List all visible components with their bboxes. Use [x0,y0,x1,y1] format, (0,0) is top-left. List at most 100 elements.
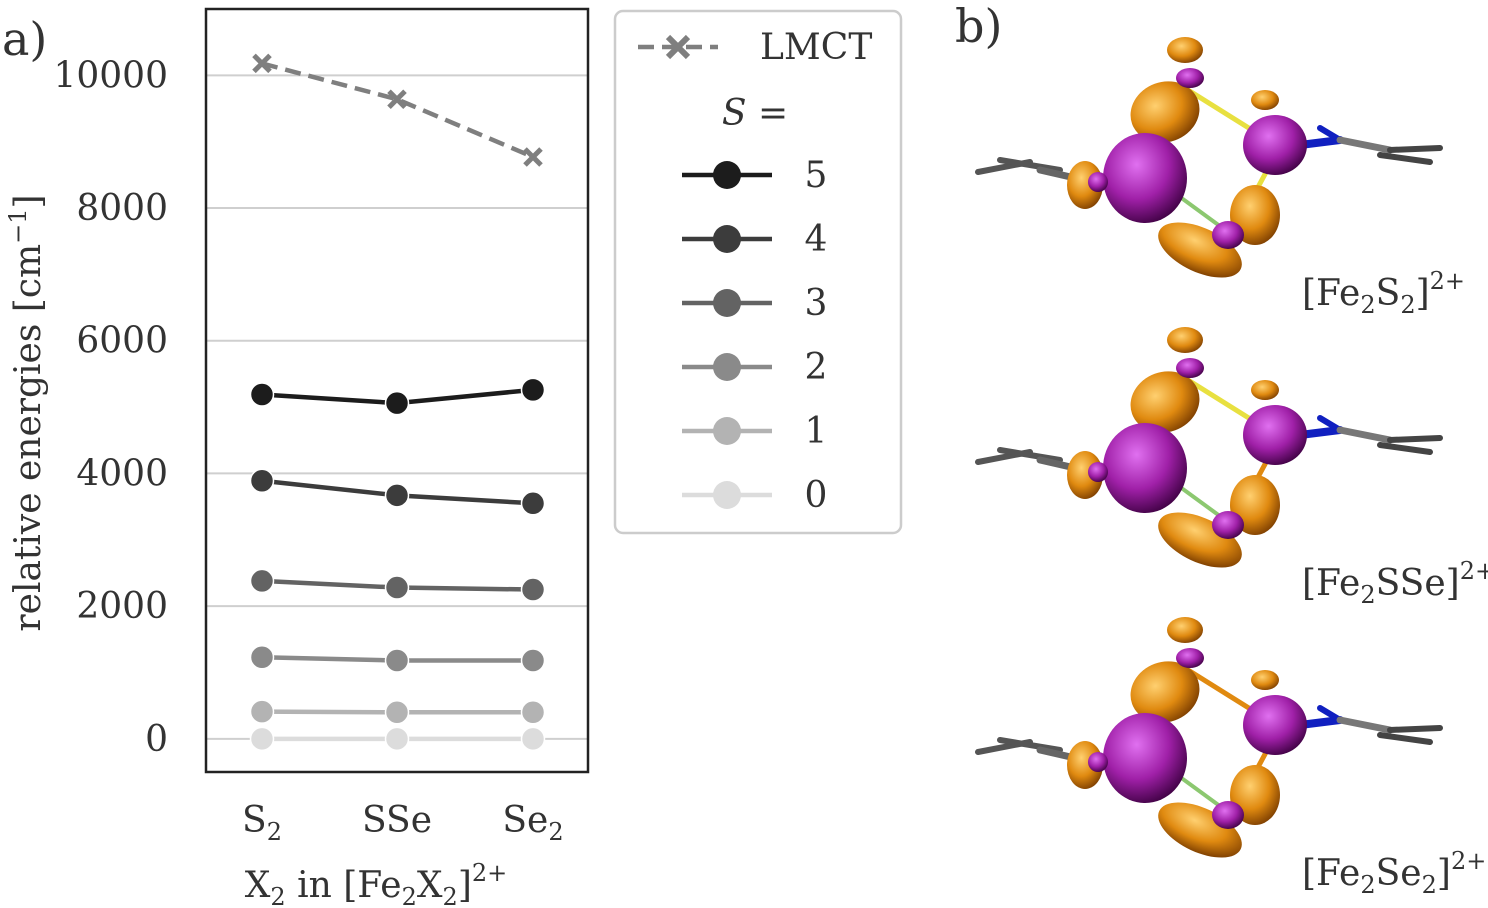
legend-label: 3 [805,283,828,324]
y-tick-label: 4000 [76,453,168,494]
molecule-rendering [975,37,1443,278]
data-point [523,147,543,167]
orbital-lobe [1176,68,1204,88]
y-tick-label: 8000 [76,188,168,229]
orbital-lobe [1103,713,1187,803]
orbital-lobe [1167,37,1203,63]
legend-marker [665,34,691,60]
legend-label: 2 [805,347,828,388]
series-4 [249,468,546,516]
data-point [520,577,546,602]
legend-item: 5 [682,155,827,196]
data-point [249,468,275,493]
legend-label: 1 [805,411,828,452]
orbital-lobe [1176,648,1204,668]
y-tick-label: 2000 [76,586,168,627]
data-point [384,575,410,600]
data-point [384,483,410,508]
panel-label-b: b) [955,0,1002,53]
molecule-panel [975,37,1443,858]
molecule-labels: [Fe2S2]2+ [Fe2SSe]2+ [Fe2Se2]2+ [1302,267,1488,899]
bond-stick [1387,435,1443,443]
orbital-lobe [1130,371,1200,433]
molecule-rendering [975,617,1443,858]
x-tick-label: S2 [242,800,282,846]
orbital-lobe [1243,115,1307,175]
orbital-lobe [1103,423,1187,513]
orbital-lobe [1130,81,1200,143]
legend-label: 4 [805,219,828,260]
orbital-lobe [1251,670,1279,690]
legend-subtitle: S = [722,93,788,134]
data-point [249,644,275,670]
orbital-lobe [1212,801,1244,829]
orbital-lobe [1243,695,1307,755]
series-0 [249,726,546,752]
data-point [249,699,275,724]
series-line [261,61,534,160]
bond-stick [1387,145,1443,153]
data-point [384,726,410,752]
legend-item: 2 [682,347,827,388]
bond-stick [1387,725,1443,733]
data-point [520,377,546,403]
orbital-lobe [1158,512,1242,568]
data-point [249,726,275,752]
plot-frame [204,7,590,774]
orbital-lobe [1243,405,1307,465]
bond-stick [997,157,1063,173]
series-1 [249,699,546,725]
orbital-lobe [1251,380,1279,400]
y-tick-label: 10000 [53,55,168,96]
legend-item: 4 [682,219,827,260]
orbital-lobe [1251,90,1279,110]
legend-item: LMCT [638,27,872,68]
data-point [520,726,546,752]
panel-label-a: a) [2,12,47,66]
orbital-lobe [1176,358,1204,378]
orbital-lobe [1212,221,1244,249]
x-tick-label: SSe [362,800,432,841]
legend-marker [713,481,741,509]
molecule-rendering [975,327,1443,568]
legend-marker [713,225,741,253]
series-layer [249,53,546,752]
orbital-lobe [1088,172,1108,192]
orbital-lobe [1212,511,1244,539]
legend-item: 3 [682,283,827,324]
legend-marker [713,289,741,317]
legend-item: 1 [682,411,827,452]
bond-stick [1336,136,1394,154]
data-point [520,648,546,673]
bond-stick [1377,152,1433,165]
legend-frame [613,9,903,535]
legend: LMCT 5 4 3 2 1 0 S = [613,9,903,535]
data-point [252,53,272,74]
molecule-label: [Fe2S2]2+ [1302,267,1465,319]
orbital-lobe [1158,222,1242,278]
y-tick-label: 0 [145,719,168,760]
orbital-lobe [1130,661,1200,723]
bond-stick [1377,442,1433,455]
series-3 [249,568,546,602]
legend-marker [713,161,741,189]
orbital-lobe [1167,617,1203,643]
data-point [384,700,410,725]
bond-stick [997,737,1063,753]
data-point [249,568,275,594]
data-point [384,390,410,416]
molecule-label: [Fe2Se2]2+ [1302,847,1486,899]
data-point [387,89,407,110]
bond-stick [997,447,1063,463]
y-tick-labels: 0 2000 4000 6000 8000 10000 [53,55,168,759]
x-tick-label: Se2 [502,800,563,846]
bond-stick [1336,426,1394,444]
orbital-lobe [1167,327,1203,353]
legend-label: 0 [805,475,828,516]
series-5 [249,377,546,416]
energy-chart: 0 2000 4000 6000 8000 10000 S2 SSe Se2 relative… [4,7,590,908]
bond-stick [1336,716,1394,734]
orbital-lobe [1158,802,1242,858]
data-point [249,382,275,407]
legend-label: LMCT [760,27,872,68]
